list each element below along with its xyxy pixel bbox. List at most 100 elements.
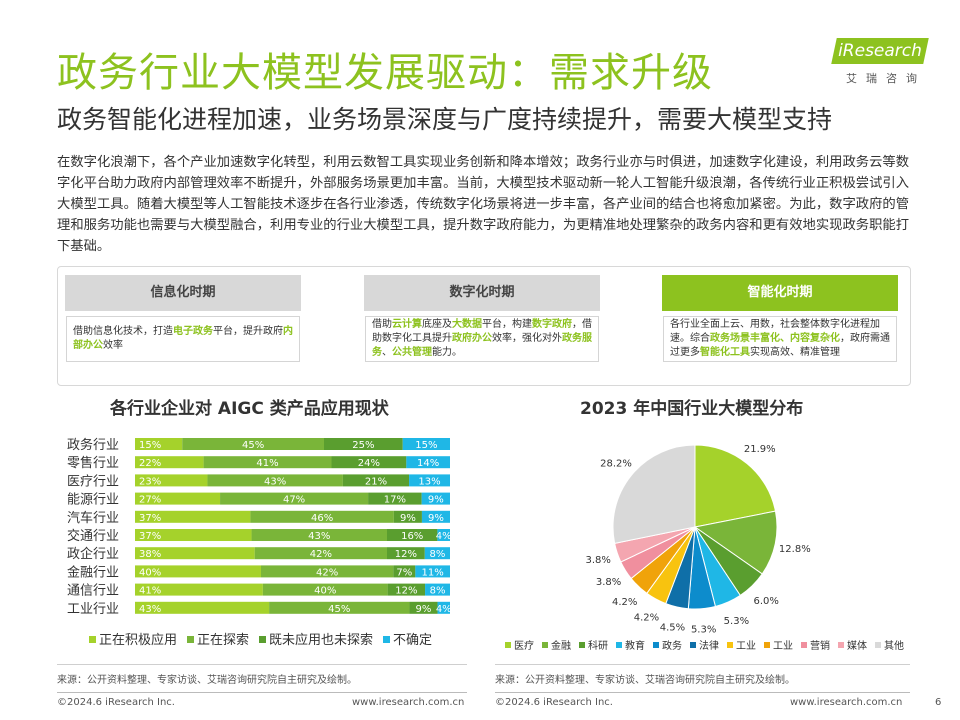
logo-text: iResearch <box>838 41 922 61</box>
legend-label: 科研 <box>588 639 608 652</box>
bar-segment <box>415 565 450 578</box>
bar-value-label: 17% <box>384 495 406 506</box>
pie-slice <box>693 510 778 575</box>
bar-segment <box>424 547 450 560</box>
stage-text: 平台，构建 <box>482 319 532 330</box>
pie-value-label: 12.8% <box>779 544 811 555</box>
stage-desc-intelligence: 各行业全面上云、用数，社会整体数字化进程加速。综合政务场景丰富化、内容复杂化，政… <box>663 316 897 362</box>
bar-segment <box>135 565 261 578</box>
bar-segment <box>393 565 416 578</box>
bar-value-label: 42% <box>310 549 332 560</box>
bar-value-label: 8% <box>429 549 445 560</box>
legend-swatch <box>187 636 194 643</box>
bar-value-label: 37% <box>139 531 161 542</box>
stage-text: 、 <box>382 347 392 358</box>
legend-label: 营销 <box>810 639 830 652</box>
legend-swatch <box>383 636 390 643</box>
stage-text: 效率 <box>103 340 123 351</box>
bar-value-label: 45% <box>242 440 264 451</box>
bar-value-label: 8% <box>430 586 446 597</box>
legend-label: 政务 <box>662 639 682 652</box>
industry-model-pie-chart: 21.9%12.8%6.0%5.3%5.3%4.5%4.2%4.2%3.8%3.… <box>505 444 904 652</box>
pie-value-label: 4.2% <box>634 613 659 624</box>
legend-swatch <box>690 642 696 648</box>
category-label: 交通行业 <box>67 528 119 544</box>
left-copyright: ©2024.6 iResearch Inc. <box>57 697 175 708</box>
stage-keyword: 政务场景丰富化、内容复杂化 <box>710 333 840 344</box>
category-label: 金融行业 <box>67 564 119 580</box>
bar-value-label: 7% <box>396 567 412 578</box>
bar-value-label: 9% <box>416 604 432 615</box>
legend-swatch <box>579 642 585 648</box>
pie-value-label: 6.0% <box>754 596 779 607</box>
category-label: 汽车行业 <box>67 510 119 526</box>
left-footer-rule <box>57 664 467 665</box>
category-label: 零售行业 <box>67 455 119 471</box>
bar-value-label: 9% <box>428 495 444 506</box>
bar-value-label: 43% <box>139 604 161 615</box>
pie-value-label: 3.8% <box>596 577 621 588</box>
bar-segment <box>207 474 343 487</box>
bar-segment <box>135 456 204 469</box>
stage-text: ，政府需通过更多 <box>670 333 890 358</box>
stage-panel: 信息化时期 数字化时期 智能化时期 借助信息化技术，打造电子政务平台，提升政府内… <box>57 266 911 386</box>
bar-chart-title: 各行业企业对 AIGC 类产品应用现状 <box>110 399 389 419</box>
left-url: www.iresearch.com.cn <box>352 697 465 708</box>
legend-label: 工业 <box>736 640 756 652</box>
bar-value-label: 12% <box>395 586 417 597</box>
legend-swatch <box>259 636 266 643</box>
bar-segment <box>387 547 425 560</box>
legend-swatch <box>727 642 733 648</box>
bar-value-label: 40% <box>139 567 161 578</box>
pie-value-label: 5.3% <box>724 616 749 627</box>
bar-value-label: 45% <box>328 604 350 615</box>
bar-segment <box>135 474 208 487</box>
bar-value-label: 11% <box>422 567 444 578</box>
logo-subtitle: 艾瑞咨询 <box>846 72 926 85</box>
bar-segment <box>220 492 369 505</box>
right-copyright: ©2024.6 iResearch Inc. <box>495 697 613 708</box>
bar-segment <box>387 583 426 596</box>
category-label: 通信行业 <box>67 584 119 599</box>
legend-swatch <box>875 642 881 648</box>
bar-segment <box>135 510 251 523</box>
stage-text: 底座及 <box>422 319 452 330</box>
legend-swatch <box>89 636 96 643</box>
bar-value-label: 15% <box>415 440 437 451</box>
pie-value-label: 3.8% <box>585 555 610 566</box>
category-label: 政企行业 <box>67 546 119 562</box>
pie-value-label: 28.2% <box>600 458 632 469</box>
category-label: 医疗行业 <box>67 474 119 489</box>
bar-segment <box>251 529 387 541</box>
bar-value-label: 13% <box>418 476 440 487</box>
bar-segment <box>135 492 221 505</box>
stage-keyword: 公共管理 <box>392 347 432 358</box>
stage-keyword: 数字政府 <box>532 319 572 330</box>
category-label: 工业行业 <box>67 602 119 617</box>
bar-value-label: 9% <box>400 513 416 524</box>
legend-label: 教育 <box>625 639 645 652</box>
left-source-note: 来源：公开资料整理、专家访谈、艾瑞咨询研究院自主研究及绘制。 <box>57 675 357 686</box>
aigc-adoption-bar-chart: 政务行业 15% 45% 25% 15% 零售行业 22% 41% 24% 14% 医疗行业 23% 4… <box>67 437 452 648</box>
legend-swatch <box>616 642 622 648</box>
stage-desc-informatization: 借助信息化技术，打造电子政务平台，提升政府内部办公效率 <box>66 316 300 362</box>
stage-keyword: 电子政务 <box>173 326 213 337</box>
legend-label: 金融 <box>551 639 571 652</box>
bar-value-label: 4% <box>436 604 452 615</box>
legend-label: 医疗 <box>514 639 534 652</box>
pie-slice <box>612 444 696 544</box>
page-number: 6 <box>935 697 942 708</box>
stage-text: 借助信息化技术，打造 <box>73 326 173 337</box>
category-label: 政务行业 <box>67 437 119 453</box>
bar-value-label: 40% <box>314 586 336 597</box>
legend-label: 正在探索 <box>197 633 249 648</box>
bar-segment <box>135 529 252 541</box>
pie-value-label: 4.5% <box>660 622 685 633</box>
right-footer-rule <box>495 664 910 665</box>
bar-value-label: 14% <box>417 458 439 469</box>
legend-swatch <box>838 642 844 648</box>
pie-chart-title: 2023 年中国行业大模型分布 <box>580 399 804 419</box>
stage-title-informatization: 信息化时期 <box>65 275 301 311</box>
bar-segment <box>387 529 438 541</box>
bar-segment <box>250 510 394 523</box>
